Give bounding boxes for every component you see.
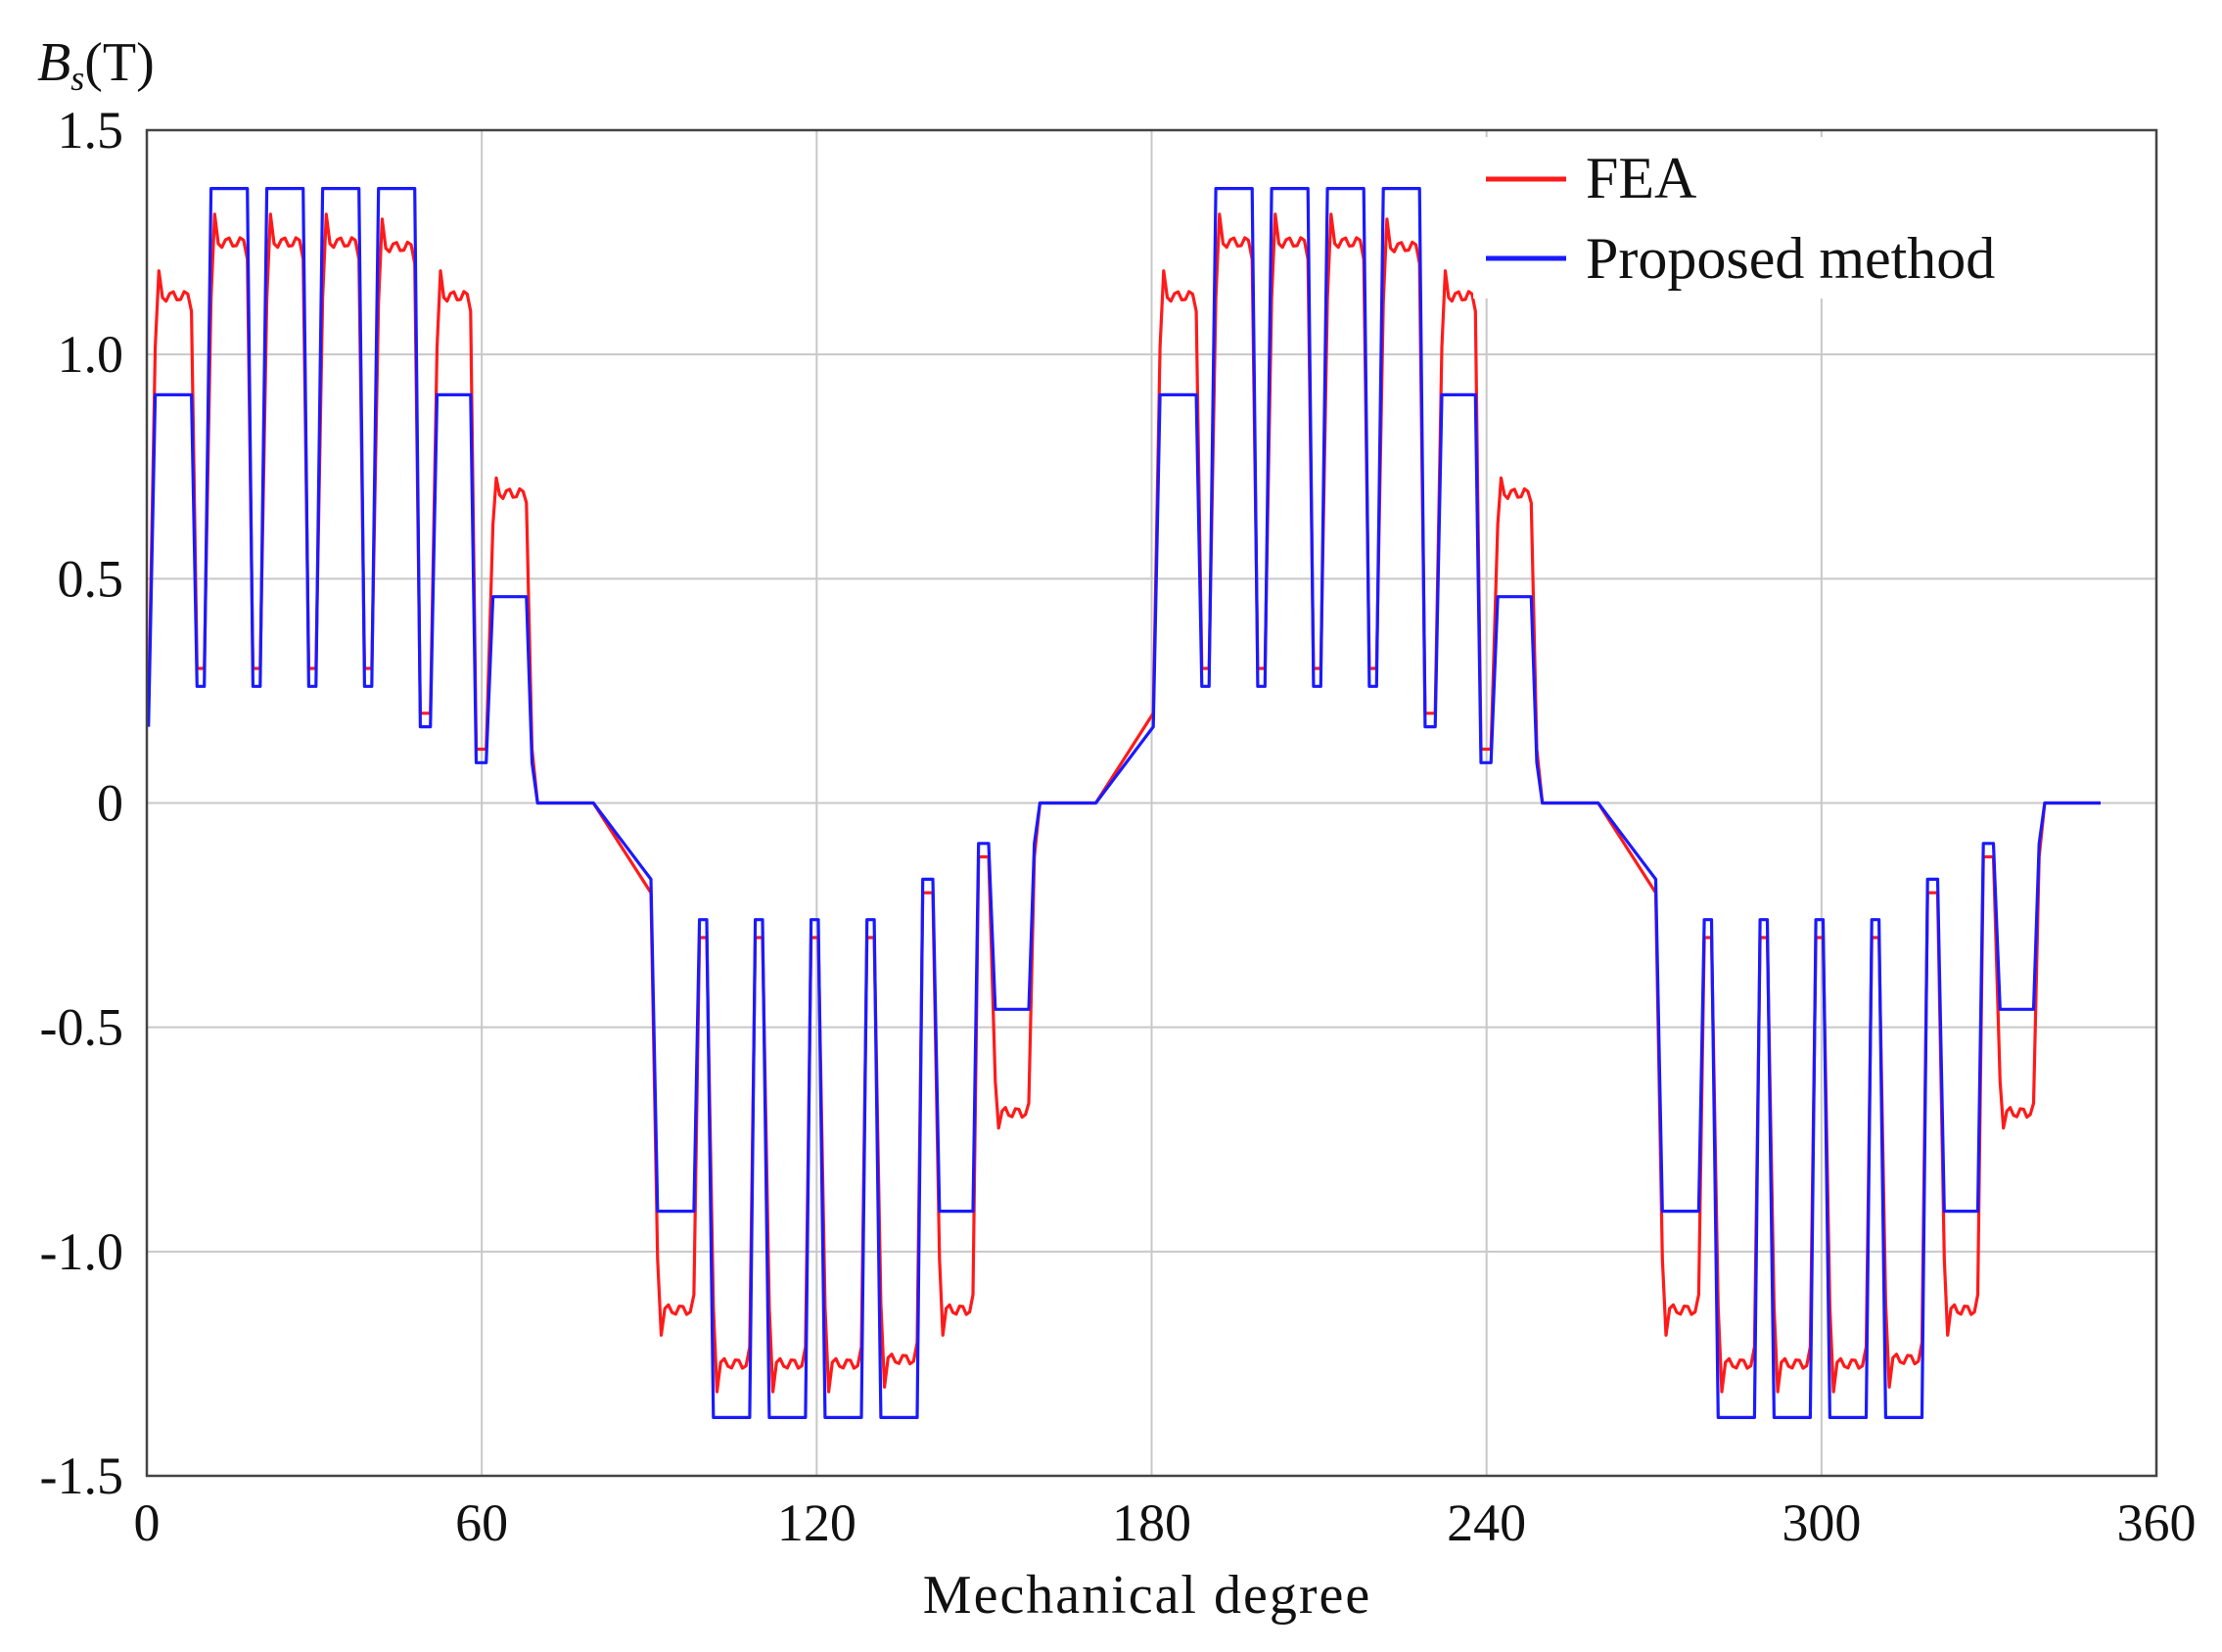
y-tick-label-0.5: 0.5 [58,549,124,608]
x-tick-label-240: 240 [1447,1493,1526,1552]
y-tick-label-neg0.5: -0.5 [40,998,123,1057]
x-tick-labels: 0 60 120 180 240 300 360 [134,1493,2197,1552]
x-tick-label-0: 0 [134,1493,161,1552]
x-tick-label-360: 360 [2117,1493,2197,1552]
y-axis-label: Bs(T) [37,32,155,98]
plot-frame [145,128,2158,1478]
legend-label-proposed-method: Proposed method [1586,226,1995,291]
legend-label-fea: FEA [1586,146,1696,210]
series-lines [147,187,2101,1419]
x-tick-label-180: 180 [1112,1493,1191,1552]
x-tick-label-300: 300 [1782,1493,1861,1552]
y-axis-label-unit: (T) [84,32,155,93]
legend: FEA Proposed method [1473,137,2149,298]
legend-background [1473,137,2149,298]
y-tick-labels: 1.5 1.0 0.5 0 -0.5 -1.0 -1.5 [40,101,123,1505]
series-line-fea [147,212,2101,1394]
y-tick-label-neg1.5: -1.5 [40,1446,123,1505]
y-axis-label-symbol: B [37,32,70,93]
y-tick-label-1.5: 1.5 [58,101,124,160]
y-tick-label-neg1: -1.0 [40,1222,123,1281]
grid-lines [147,130,2156,1476]
y-axis-label-subscript: s [70,59,84,98]
series-line-proposed-method [147,187,2101,1419]
y-tick-label-1: 1.0 [58,325,124,384]
y-tick-label-0: 0 [97,774,123,833]
x-tick-label-120: 120 [777,1493,856,1552]
x-tick-label-60: 60 [455,1493,508,1552]
x-axis-label: Mechanical degree [923,1565,1371,1626]
